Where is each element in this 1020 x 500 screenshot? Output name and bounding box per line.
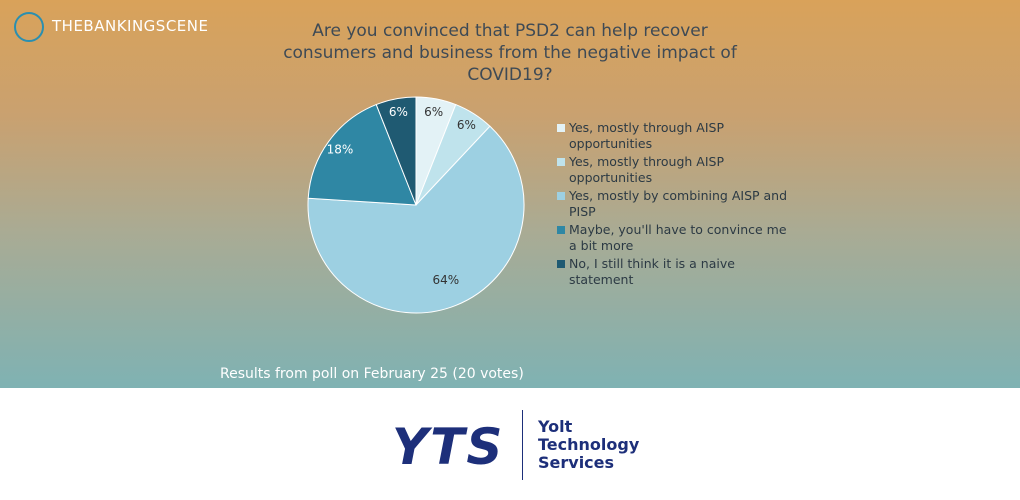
legend-entry: Yes, mostly through AISP opportunities xyxy=(557,154,797,186)
legend-swatch xyxy=(557,260,565,268)
caption: Results from poll on February 25 (20 vot… xyxy=(220,366,524,382)
divider xyxy=(522,410,523,480)
data-label: 6% xyxy=(424,105,443,119)
legend-label: Yes, mostly through AISP opportunities xyxy=(569,120,725,151)
company-line: Services xyxy=(538,453,615,472)
data-label: 18% xyxy=(327,142,354,156)
legend-label: No, I still think it is a naive statemen… xyxy=(569,256,735,287)
company-line: Technology xyxy=(538,435,640,454)
legend-entry: Yes, mostly by combining AISP and PISP xyxy=(557,188,797,220)
legend-entry: Maybe, you'll have to convince me a bit … xyxy=(557,222,797,254)
chart: 6% 6% 64% 18% 6% xyxy=(307,96,525,314)
company: Yolt Technology Services xyxy=(538,418,639,472)
legend-label: Yes, mostly by combining AISP and PISP xyxy=(569,188,788,219)
legend-entry: No, I still think it is a naive statemen… xyxy=(557,256,797,288)
legend-swatch xyxy=(557,226,565,234)
legend-label: Yes, mostly through AISP opportunities xyxy=(569,154,725,185)
pie-slice xyxy=(307,125,525,314)
company-line: Yolt xyxy=(538,417,573,436)
logo: YTS xyxy=(392,418,505,476)
pie-slice xyxy=(307,103,417,206)
legend-label: Maybe, you'll have to convince me a bit … xyxy=(569,222,787,253)
data-label: 6% xyxy=(389,105,408,119)
legend-swatch xyxy=(557,192,565,200)
legend-swatch xyxy=(557,124,565,132)
legend-swatch xyxy=(557,158,565,166)
data-label: 6% xyxy=(457,118,476,132)
chart-title: Are you convinced that PSD2 can help rec… xyxy=(283,21,737,85)
brand-icon xyxy=(14,12,44,42)
pie-slice xyxy=(375,96,417,206)
brand-text: THEBANKINGSCENE xyxy=(52,17,209,35)
brand: THEBANKINGSCENE xyxy=(14,12,209,42)
legend: Yes, mostly through AISP opportunities Ye… xyxy=(557,120,797,290)
legend-entry: Yes, mostly through AISP opportunities xyxy=(557,120,797,152)
data-label: 64% xyxy=(432,273,459,287)
